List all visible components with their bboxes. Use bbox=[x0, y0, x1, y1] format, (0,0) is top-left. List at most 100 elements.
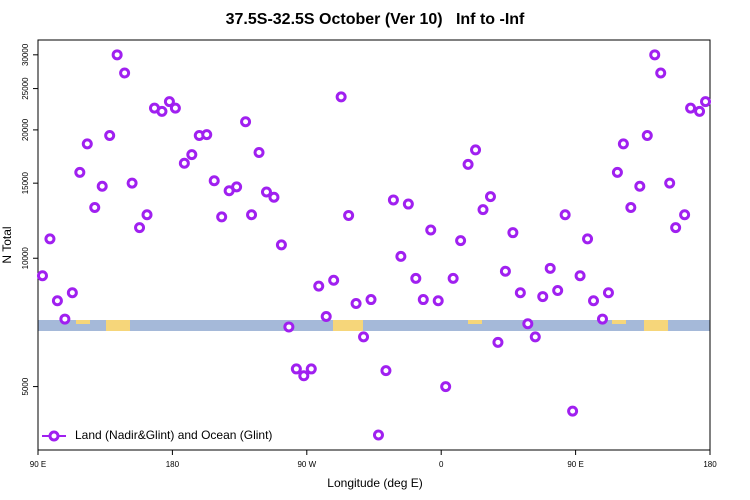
data-point bbox=[559, 209, 571, 221]
data-point bbox=[216, 211, 228, 223]
land-patch bbox=[76, 320, 90, 324]
x-tick-label: 90 E bbox=[567, 460, 583, 469]
chart-title: 37.5S-32.5S October (Ver 10) Inf to -Inf bbox=[226, 11, 525, 28]
data-point bbox=[529, 331, 541, 343]
data-point bbox=[417, 294, 429, 306]
data-point bbox=[522, 318, 534, 330]
data-point bbox=[169, 102, 181, 114]
data-point bbox=[602, 287, 614, 299]
x-tick-label: 90 W bbox=[297, 460, 316, 469]
data-point bbox=[81, 138, 93, 150]
data-point bbox=[582, 233, 594, 245]
data-point bbox=[462, 158, 474, 170]
data-point bbox=[328, 274, 340, 286]
data-point bbox=[134, 222, 146, 234]
data-point bbox=[186, 149, 198, 161]
data-point bbox=[358, 331, 370, 343]
data-point bbox=[290, 363, 302, 375]
data-point bbox=[655, 67, 667, 79]
data-point bbox=[365, 294, 377, 306]
data-point bbox=[544, 262, 556, 274]
data-point bbox=[201, 129, 213, 141]
land-patch bbox=[644, 320, 668, 331]
data-point bbox=[119, 67, 131, 79]
data-point bbox=[231, 181, 243, 193]
data-point bbox=[499, 265, 511, 277]
data-point bbox=[625, 202, 637, 214]
data-point bbox=[305, 363, 317, 375]
data-point bbox=[649, 49, 661, 61]
data-point bbox=[89, 202, 101, 214]
land-patch bbox=[333, 320, 363, 331]
data-point bbox=[537, 291, 549, 303]
data-point bbox=[514, 287, 526, 299]
data-point bbox=[260, 186, 272, 198]
data-point bbox=[104, 130, 116, 142]
data-point bbox=[178, 157, 190, 169]
data-point bbox=[641, 130, 653, 142]
data-point bbox=[477, 204, 489, 216]
data-point bbox=[335, 91, 347, 103]
data-point bbox=[111, 49, 123, 61]
data-point bbox=[51, 295, 63, 307]
data-point bbox=[685, 102, 697, 114]
data-point bbox=[141, 209, 153, 221]
data-point bbox=[670, 222, 682, 234]
data-point bbox=[588, 295, 600, 307]
data-point bbox=[320, 311, 332, 323]
data-point bbox=[567, 405, 579, 417]
data-point bbox=[283, 321, 295, 333]
y-tick-label: 10000 bbox=[21, 247, 30, 270]
land-patch bbox=[612, 320, 626, 324]
x-tick-label: 180 bbox=[703, 460, 717, 469]
y-tick-label: 25000 bbox=[21, 77, 30, 100]
ocean-band bbox=[38, 320, 710, 331]
data-point bbox=[380, 365, 392, 377]
data-point bbox=[395, 250, 407, 262]
data-point bbox=[372, 429, 384, 441]
land-patch bbox=[106, 320, 130, 331]
data-point bbox=[298, 370, 310, 382]
data-point bbox=[350, 298, 362, 310]
data-point bbox=[66, 287, 78, 299]
data-point bbox=[470, 144, 482, 156]
data-point bbox=[240, 116, 252, 128]
data-point bbox=[432, 295, 444, 307]
data-point bbox=[617, 138, 629, 150]
data-point bbox=[596, 313, 608, 325]
plot-frame bbox=[37, 39, 711, 451]
legend-label: Land (Nadir&Glint) and Ocean (Glint) bbox=[75, 428, 272, 442]
data-point bbox=[313, 280, 325, 292]
data-point bbox=[74, 166, 86, 178]
x-tick-label: 180 bbox=[166, 460, 180, 469]
data-point bbox=[507, 227, 519, 239]
data-point bbox=[455, 235, 467, 247]
data-point bbox=[156, 105, 168, 117]
land-strip bbox=[38, 320, 710, 331]
data-point bbox=[694, 105, 706, 117]
data-point bbox=[440, 381, 452, 393]
data-point bbox=[492, 336, 504, 348]
data-point bbox=[96, 180, 108, 192]
data-point bbox=[343, 209, 355, 221]
x-tick-label: 0 bbox=[439, 460, 444, 469]
x-axis-label: Longitude (deg E) bbox=[327, 476, 422, 490]
data-point bbox=[387, 194, 399, 206]
y-tick-label: 5000 bbox=[21, 377, 30, 395]
data-point bbox=[275, 239, 287, 251]
data-point bbox=[484, 191, 496, 203]
data-point bbox=[402, 198, 414, 210]
data-point bbox=[246, 209, 258, 221]
data-point bbox=[163, 96, 175, 108]
data-point bbox=[36, 270, 48, 282]
data-point bbox=[410, 272, 422, 284]
data-point bbox=[253, 147, 265, 159]
data-point bbox=[208, 175, 220, 187]
y-tick-label: 30000 bbox=[21, 43, 30, 66]
data-point bbox=[664, 177, 676, 189]
data-point bbox=[126, 177, 138, 189]
legend-marker bbox=[48, 430, 60, 442]
y-tick-label: 15000 bbox=[21, 171, 30, 194]
